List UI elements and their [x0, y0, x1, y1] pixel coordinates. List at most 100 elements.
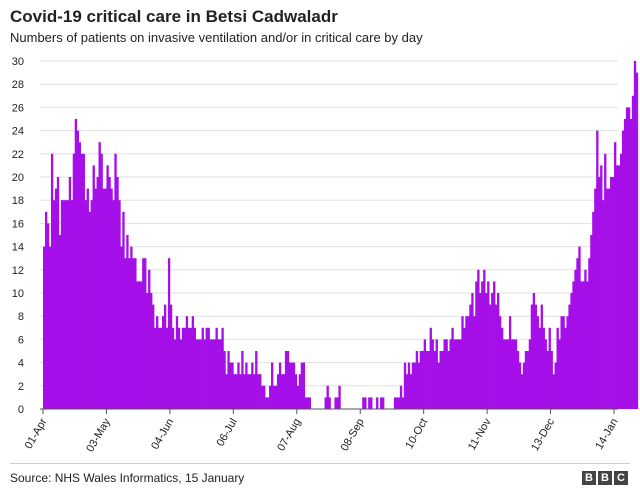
bar — [215, 327, 218, 409]
bar — [479, 293, 482, 409]
bar — [485, 293, 488, 409]
x-tick-label: 01-Apr — [23, 416, 50, 451]
bar — [78, 142, 82, 409]
bar — [449, 339, 452, 409]
bar — [566, 316, 569, 409]
bar — [144, 258, 147, 409]
bar — [292, 362, 296, 409]
bar — [441, 351, 444, 409]
bar — [627, 107, 631, 410]
bar — [56, 177, 60, 409]
logo-letter: B — [598, 471, 612, 485]
bar — [58, 235, 62, 409]
bar — [633, 61, 637, 409]
bar — [187, 327, 191, 409]
bar — [179, 339, 183, 409]
bar — [110, 188, 113, 409]
bar — [580, 281, 583, 409]
y-tick-label: 16 — [12, 218, 24, 230]
bar — [146, 293, 149, 409]
bar — [419, 351, 423, 409]
bar — [267, 397, 270, 409]
bar — [405, 374, 409, 409]
y-tick-label: 4 — [18, 358, 24, 370]
bar — [382, 397, 385, 409]
bar — [459, 339, 462, 409]
bar — [582, 281, 585, 409]
bar — [98, 142, 101, 409]
bar — [300, 362, 304, 409]
bar — [514, 339, 518, 409]
bar — [500, 327, 504, 409]
bar — [562, 316, 565, 409]
x-tick-label: 04-Jun — [149, 417, 176, 452]
bar — [70, 200, 74, 409]
bar — [334, 397, 337, 409]
bar — [72, 153, 76, 409]
bar — [453, 339, 456, 409]
bar — [177, 327, 181, 409]
bar — [481, 281, 484, 409]
y-tick-label: 8 — [18, 311, 24, 323]
bar — [598, 177, 601, 409]
bar — [421, 351, 425, 409]
x-tick-label: 06-Jul — [215, 417, 240, 449]
bar — [461, 316, 464, 409]
bar — [471, 293, 474, 409]
y-tick-label: 0 — [18, 404, 24, 416]
bar — [413, 362, 417, 409]
bar — [233, 374, 236, 409]
bar — [463, 327, 466, 409]
bar — [380, 397, 383, 409]
x-tick-label: 10-Oct — [403, 417, 430, 452]
bar — [550, 351, 553, 409]
bar — [489, 304, 492, 409]
bbc-logo: B B C — [582, 471, 628, 485]
bar — [138, 281, 141, 409]
bar — [76, 130, 80, 409]
bar — [623, 119, 627, 409]
bar — [259, 374, 262, 409]
bar — [102, 188, 105, 409]
bar — [606, 188, 609, 409]
bar — [148, 269, 151, 409]
bar — [114, 153, 117, 409]
bar — [487, 281, 490, 409]
bar — [590, 235, 593, 409]
bar — [140, 281, 143, 409]
bar — [46, 223, 50, 409]
logo-letter: C — [614, 471, 628, 485]
bar — [183, 327, 187, 409]
bar — [221, 327, 224, 409]
bar — [508, 316, 512, 409]
bar — [142, 258, 145, 409]
bar — [592, 211, 595, 409]
bar — [544, 339, 547, 409]
bar — [497, 293, 500, 409]
bar — [445, 339, 448, 409]
bar — [457, 339, 460, 409]
bar — [393, 397, 397, 409]
y-tick-label: 30 — [12, 56, 24, 68]
bar — [425, 351, 428, 409]
bar — [54, 188, 58, 409]
bar — [120, 246, 123, 409]
bar — [271, 362, 274, 409]
bar — [152, 304, 155, 409]
bar — [568, 304, 571, 409]
bar — [261, 385, 264, 409]
bar — [227, 351, 230, 409]
bar — [118, 200, 121, 409]
bar — [617, 165, 621, 409]
y-tick-label: 6 — [18, 334, 24, 346]
bar — [80, 153, 83, 409]
logo-letter: B — [582, 471, 596, 485]
bar — [282, 374, 286, 409]
y-tick-label: 2 — [18, 381, 24, 393]
bar — [491, 293, 494, 409]
bar — [499, 316, 502, 409]
bar — [524, 351, 528, 409]
bar — [328, 397, 331, 409]
y-tick-label: 12 — [12, 265, 24, 277]
bar — [68, 177, 72, 409]
